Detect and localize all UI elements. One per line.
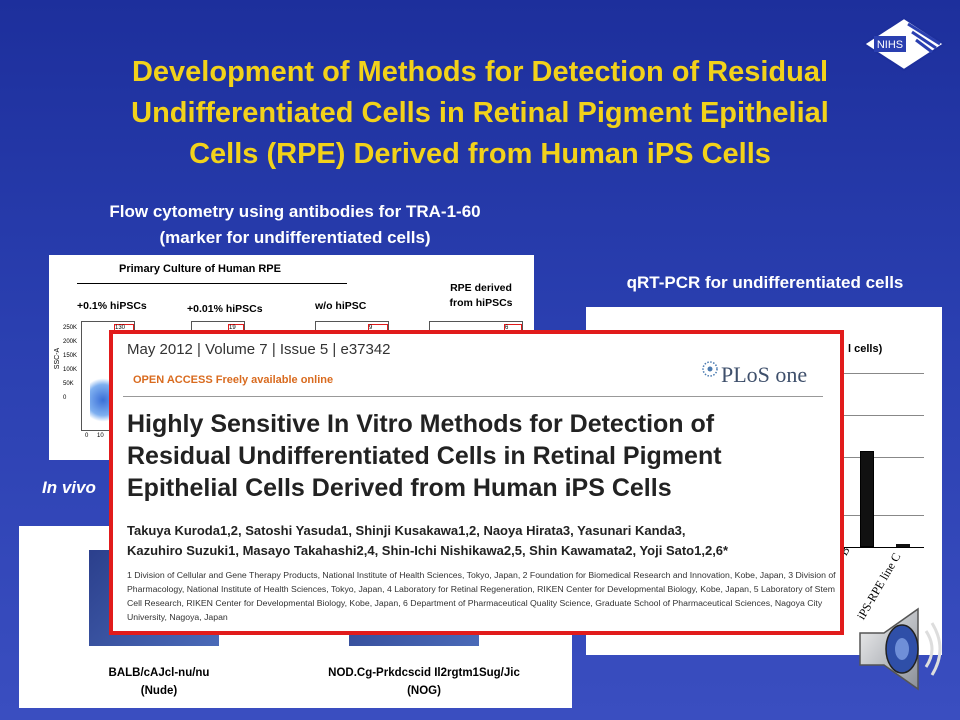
nihs-logo-icon: NIHS <box>862 16 946 72</box>
gate-count: 130 <box>115 325 126 331</box>
article-issue-line: May 2012 | Volume 7 | Issue 5 | e37342 <box>127 341 391 358</box>
flow-heading-line-1: Flow cytometry using antibodies for TRA-… <box>109 202 481 221</box>
bar-line-b <box>860 451 874 547</box>
article-overlay: May 2012 | Volume 7 | Issue 5 | e37342 O… <box>109 330 844 635</box>
title-line-1: Development of Methods for Detection of … <box>131 56 829 88</box>
plos-dots-icon <box>702 361 718 377</box>
logo-text: NIHS <box>877 39 903 51</box>
gate-count: 6 <box>505 325 509 331</box>
open-access-label: OPEN ACCESS Freely available online <box>133 374 334 386</box>
strain-nog: NOD.Cg-Prkdcscid Il2rgtm1Sug/Jic (NOG) <box>299 664 549 700</box>
title-line-3: Cells (RPE) Derived from Human iPS Cells <box>189 138 771 170</box>
rpe-derived-label: RPE derived from hiPSCs <box>431 281 531 311</box>
y-tick: 250K <box>63 325 78 331</box>
title-line-2: Undifferentiated Cells in Retinal Pigmen… <box>131 97 829 129</box>
grid-line <box>844 515 924 516</box>
authors-line: Takuya Kuroda1,2, Satoshi Yasuda1, Shinj… <box>127 523 686 538</box>
journal-name: PLoS one <box>721 362 808 387</box>
y-tick: 0 <box>63 395 67 401</box>
strain-alias: (Nude) <box>140 685 178 697</box>
col-label-wo: w/o hiPSC <box>315 300 367 312</box>
y-axis-label: SSC-A <box>54 347 62 370</box>
grid-line <box>844 457 924 458</box>
y-tick: 200K <box>63 339 78 345</box>
gate-count: 19 <box>229 325 236 331</box>
flow-heading-line-2: (marker for undifferentiated cells) <box>159 228 431 247</box>
article-authors: Takuya Kuroda1,2, Satoshi Yasuda1, Shinj… <box>127 521 837 561</box>
x-tick: 0 <box>85 433 89 439</box>
authors-line: Kazuhiro Suzuki1, Masayo Takahashi2,4, S… <box>127 543 729 558</box>
speaker-icon[interactable] <box>856 603 946 695</box>
article-title-line: Highly Sensitive In Vitro Methods for De… <box>127 410 715 438</box>
article-title-line: Residual Undifferentiated Cells in Retin… <box>127 442 722 470</box>
strain-name: BALB/cAJcl-nu/nu <box>108 667 210 679</box>
y-tick: 100K <box>63 367 78 373</box>
strain-name: NOD.Cg-Prkdcscid Il2rgtm1Sug/Jic <box>328 667 520 679</box>
x-axis <box>844 547 924 548</box>
strain-alias: (NOG) <box>407 685 441 697</box>
flow-cytometry-heading: Flow cytometry using antibodies for TRA-… <box>60 199 530 251</box>
y-tick: 150K <box>63 353 78 359</box>
divider <box>123 396 823 397</box>
rpe-label-line-2: from hiPSCs <box>449 297 513 309</box>
x-tick: 10 <box>97 433 104 439</box>
flow-group-title: Primary Culture of Human RPE <box>119 263 281 275</box>
grid-line <box>844 415 924 416</box>
col-label-0-1: +0.1% hiPSCs <box>77 300 147 312</box>
article-affiliations: 1 Division of Cellular and Gene Therapy … <box>127 570 836 622</box>
y-tick: 50K <box>63 381 74 387</box>
grid-line <box>844 373 924 374</box>
group-bracket <box>77 283 347 284</box>
rpe-label-line-1: RPE derived <box>450 282 512 294</box>
slide-title: Development of Methods for Detection of … <box>60 52 900 175</box>
in-vivo-label: In vivo <box>42 478 96 497</box>
col-label-0-01: +0.01% hiPSCs <box>187 303 263 315</box>
gate-count: 9 <box>369 325 373 331</box>
strain-nude: BALB/cAJcl-nu/nu (Nude) <box>79 664 239 700</box>
qrt-partial-text: l cells) <box>848 343 883 355</box>
article-title: Highly Sensitive In Vitro Methods for De… <box>127 408 827 504</box>
y-ticks: 250K 200K 150K 100K 50K 0 <box>63 321 77 405</box>
bar-line-c <box>896 544 910 547</box>
article-title-line: Epithelial Cells Derived from Human iPS … <box>127 474 672 502</box>
qrt-pcr-heading: qRT-PCR for undifferentiated cells <box>626 273 904 292</box>
